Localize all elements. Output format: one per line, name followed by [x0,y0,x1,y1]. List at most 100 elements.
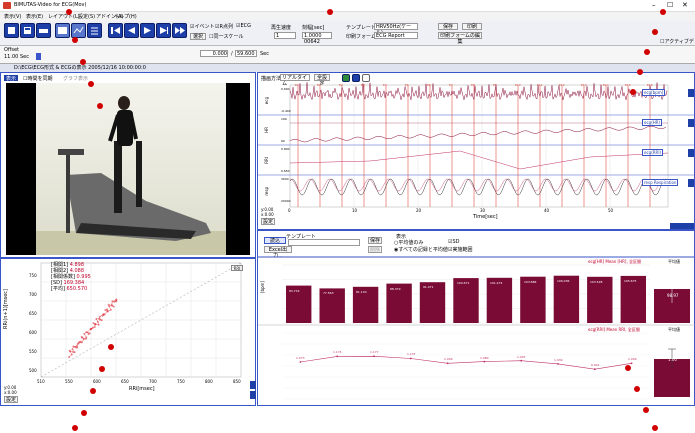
play-button[interactable] [140,23,155,38]
close-icon[interactable]: ✕ [682,1,688,9]
excel-export-button[interactable]: Excel出力... [264,246,292,259]
print-action-button[interactable]: 印刷 [462,23,482,30]
channel-side-button[interactable] [688,179,694,187]
list-view-button[interactable] [87,23,102,38]
channel-side-button[interactable] [688,149,694,157]
poincare-stat-label: [SD] [51,280,64,286]
channel-name-tag[interactable]: ecg[bpm] [642,89,666,96]
video-view-button[interactable] [55,23,70,38]
maximize-icon[interactable]: ☐ [667,1,674,9]
poincare-y-tick: 500 [29,368,37,373]
radio-all[interactable]: ◉すべての記録と平均値 [394,247,448,253]
play-speed-field[interactable]: 1 [274,32,296,39]
radio-mean-only[interactable]: ○平均値のみ [394,240,424,246]
channel-bottom-value: 0.650 [281,169,290,173]
offset-slider-thumb[interactable] [36,53,41,60]
title-bar: BIMUTAS-Video for ECG(Mov) – ☐ ✕ [0,0,695,12]
print-button[interactable] [36,23,51,38]
stats-template-field[interactable] [288,239,360,246]
video-frame[interactable] [6,83,250,255]
range-checkbox[interactable]: ☑実施範囲 [448,247,473,253]
poincare-point [83,333,86,335]
sync-checkbox[interactable]: ☐時間を同期 [23,76,53,82]
sample-field[interactable]: 1.0000 00642 [302,32,332,45]
channel-name-tag[interactable]: ecg(HR) [642,119,663,126]
graph-toggle[interactable]: グラフ表示 [63,76,89,82]
rewind-button[interactable] [108,23,123,38]
save-file-button[interactable] [20,23,35,38]
menu-help[interactable]: ヘルプ(H) [114,14,137,20]
hr-bar [286,285,312,323]
rri-point-value: 1.073 [296,356,305,360]
stats-save-button[interactable]: 保存 [368,237,382,244]
bar-avg-value: 98.97 [667,293,679,298]
stats-charts [258,256,695,400]
minimize-icon[interactable]: – [652,1,656,9]
menu-view[interactable]: 表示(V) [4,14,22,20]
event-label: E9 [493,83,497,87]
video-tab[interactable]: 表示 [4,75,18,82]
print-form-select[interactable]: ECG Report [374,32,418,39]
sd-checkbox-label: SD [452,239,460,245]
poincare-mode[interactable]: RRI [231,265,243,271]
channel-name-tag[interactable]: resp Respiration [642,179,679,186]
poincare-stat-label: [相関係数] [51,274,77,280]
rri-point [520,359,523,362]
channel-name-tag[interactable]: ecg(RRI) [642,149,664,156]
poincare-stat-row: [相関1] 4.898 [51,262,91,268]
ts-scroll-buttons[interactable] [670,223,694,229]
menu-display[interactable]: 表示(E) [26,14,44,20]
event-label: E14 [603,83,609,87]
template-select[interactable]: HRV50Hz(ケール) [374,23,418,36]
ecg-checkbox[interactable]: ☑ECG [236,23,252,29]
treadmill-video-image [36,83,226,255]
hr-bar-value: 106.036 [557,279,570,283]
step-forward-button[interactable] [156,23,171,38]
fit-icon[interactable] [362,74,370,82]
rri-checkbox[interactable]: ☑R点列 [215,24,233,30]
annotation-dot [99,366,105,372]
time-current-field[interactable]: 0.000 [200,50,228,57]
form-edit-button[interactable]: 印刷フォームの編集 [438,32,482,45]
channel-top-value: 190 [281,117,287,121]
event-label: E13 [581,83,587,87]
poincare-x-tick: 700 [149,379,157,384]
menu-addin[interactable]: アドイン(A) [96,14,124,20]
ts-settings-button[interactable]: 設定 [261,218,275,225]
rri-point-value: 1.080 [480,356,489,360]
poincare-settings-button[interactable]: 設定 [4,396,18,403]
poincare-point [112,305,115,308]
offset-label: Offset [4,47,20,53]
save-button[interactable]: 保存 [438,23,458,30]
step-back-button[interactable] [124,23,139,38]
channel-side-button[interactable] [688,119,694,127]
event-label: E6 [427,83,431,87]
poincare-side-button-2[interactable] [250,391,256,399]
stats-delete-button[interactable]: 削除 [368,246,382,253]
poincare-side-button-1[interactable] [250,381,256,389]
poincare-point [101,314,104,317]
poincare-point [108,305,111,308]
hr-bar-value: 105.675 [624,279,637,283]
graph-view-button[interactable] [71,23,86,38]
channel-bottom-value: -0.400 [281,109,291,113]
open-file-button[interactable] [4,23,19,38]
detect-button[interactable]: 読込 [264,237,286,244]
event-checkbox[interactable]: ☑イベント [190,24,215,30]
fast-forward-button[interactable] [172,23,187,38]
menu-settings[interactable]: 設定(S) [78,14,96,20]
draw-mode-select[interactable]: リアルタイム [280,74,310,87]
rri-point [373,355,375,358]
all-settings-button[interactable]: 全設定 [314,74,330,87]
zoom-out-icon[interactable] [352,74,360,82]
channel-axis-label: RRI [264,157,269,164]
zoom-in-icon[interactable] [342,74,350,82]
channel-side-button[interactable] [688,89,694,97]
sd-checkbox[interactable]: ☑SD [448,239,460,245]
poincare-point [70,353,73,356]
poincare-point [68,349,71,352]
select-button[interactable]: 選択 [190,33,206,40]
statistics-panel: テンプレート 読込 Excel出力... 保存 削除 表示 ○平均値のみ ◉すべ… [257,230,695,406]
sync-scale-checkbox[interactable]: ☐同一スケール [209,34,244,40]
menu-layout[interactable]: レイアウト(L) [48,14,80,20]
